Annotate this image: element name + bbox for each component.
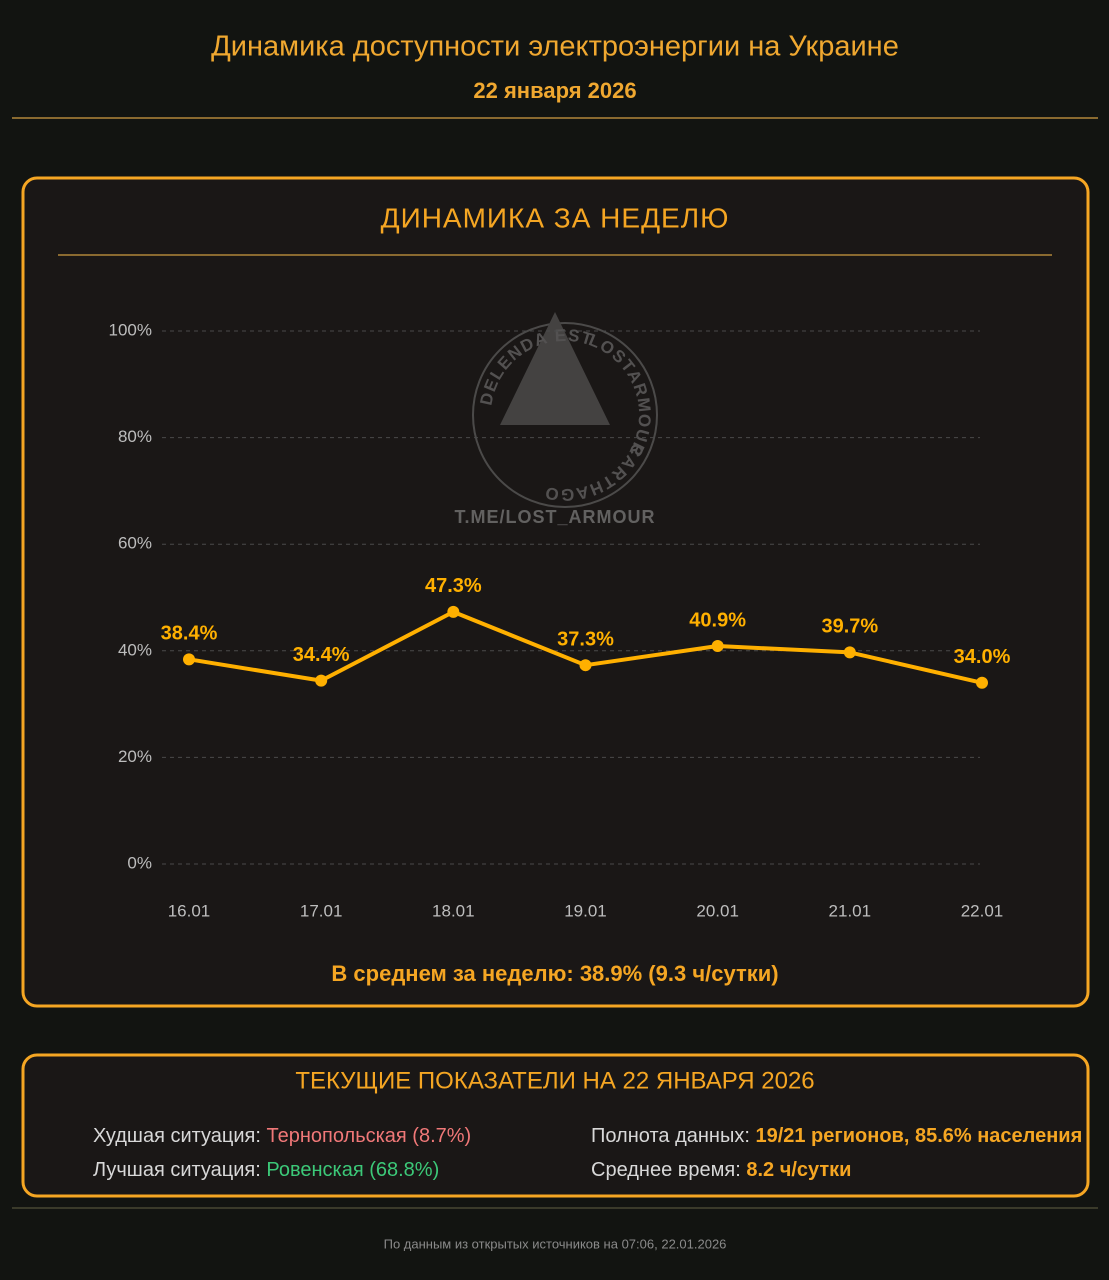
stat-row: Худшая ситуация: Тернопольская (8.7%) bbox=[93, 1125, 471, 1147]
page-subtitle: 22 января 2026 bbox=[473, 78, 636, 103]
y-tick-label: 100% bbox=[109, 320, 152, 339]
stat-row: Среднее время: 8.2 ч/сутки bbox=[591, 1159, 851, 1181]
stat-value: Тернопольская (8.7%) bbox=[267, 1125, 472, 1147]
data-label: 40.9% bbox=[689, 609, 746, 631]
y-tick-label: 0% bbox=[127, 853, 152, 872]
data-label: 39.7% bbox=[821, 616, 878, 638]
stats-panel bbox=[21, 1053, 1090, 1198]
data-label: 34.4% bbox=[293, 644, 350, 666]
y-tick-label: 20% bbox=[118, 747, 152, 766]
data-label: 34.0% bbox=[954, 646, 1011, 668]
data-label: 38.4% bbox=[161, 623, 218, 645]
stat-row: Лучшая ситуация: Ровенская (68.8%) bbox=[93, 1159, 439, 1181]
point bbox=[711, 640, 724, 653]
y-tick-label: 40% bbox=[118, 640, 152, 659]
point bbox=[315, 674, 328, 687]
chart-title: ДИНАМИКА ЗА НЕДЕЛЮ bbox=[381, 202, 730, 233]
stat-value: 8.2 ч/сутки bbox=[746, 1159, 851, 1181]
x-tick-label: 22.01 bbox=[961, 901, 1004, 920]
x-tick-label: 21.01 bbox=[829, 901, 872, 920]
stat-row: Полнота данных: 19/21 регионов, 85.6% на… bbox=[591, 1125, 1082, 1147]
x-tick-label: 20.01 bbox=[696, 901, 739, 920]
watermark-link: T.ME/LOST_ARMOUR bbox=[454, 507, 655, 527]
watermark-ring bbox=[472, 322, 658, 508]
stat-value: Ровенская (68.8%) bbox=[266, 1159, 439, 1181]
point bbox=[447, 605, 460, 618]
plot: 0% 20% 40% 60% 80% 100% 16.01 17.01 18.01 19.01 20… bbox=[109, 320, 1011, 920]
point bbox=[843, 646, 856, 659]
x-tick-label: 17.01 bbox=[300, 901, 343, 920]
x-tick-label: 16.01 bbox=[168, 901, 211, 920]
x-tick-label: 19.01 bbox=[564, 901, 607, 920]
data-label: 47.3% bbox=[425, 575, 482, 597]
point bbox=[183, 653, 195, 666]
stat-label: Полнота данных: bbox=[591, 1125, 750, 1147]
page-title: Динамика доступности электроэнергии на У… bbox=[211, 31, 899, 63]
data-label: 37.3% bbox=[557, 628, 614, 650]
footer: По данным из открытых источников на 07:0… bbox=[384, 1236, 727, 1251]
stat-label: Лучшая ситуация: bbox=[93, 1159, 261, 1181]
point bbox=[579, 659, 592, 672]
stats-title: ТЕКУЩИЕ ПОКАЗАТЕЛИ НА 22 ЯНВАРЯ 2026 bbox=[295, 1067, 814, 1094]
stat-label: Среднее время: bbox=[591, 1159, 741, 1181]
stat-label: Худшая ситуация: bbox=[93, 1125, 261, 1147]
point bbox=[976, 676, 988, 689]
chart-note: В среднем за неделю: 38.9% (9.3 ч/сутки) bbox=[331, 961, 778, 986]
y-tick-label: 80% bbox=[118, 427, 152, 446]
x-tick-label: 18.01 bbox=[432, 901, 475, 920]
stat-value: 19/21 регионов, 85.6% населения bbox=[755, 1125, 1082, 1147]
y-tick-label: 60% bbox=[118, 534, 152, 553]
watermark-logo bbox=[500, 312, 610, 425]
chart-panel bbox=[21, 176, 1090, 1008]
